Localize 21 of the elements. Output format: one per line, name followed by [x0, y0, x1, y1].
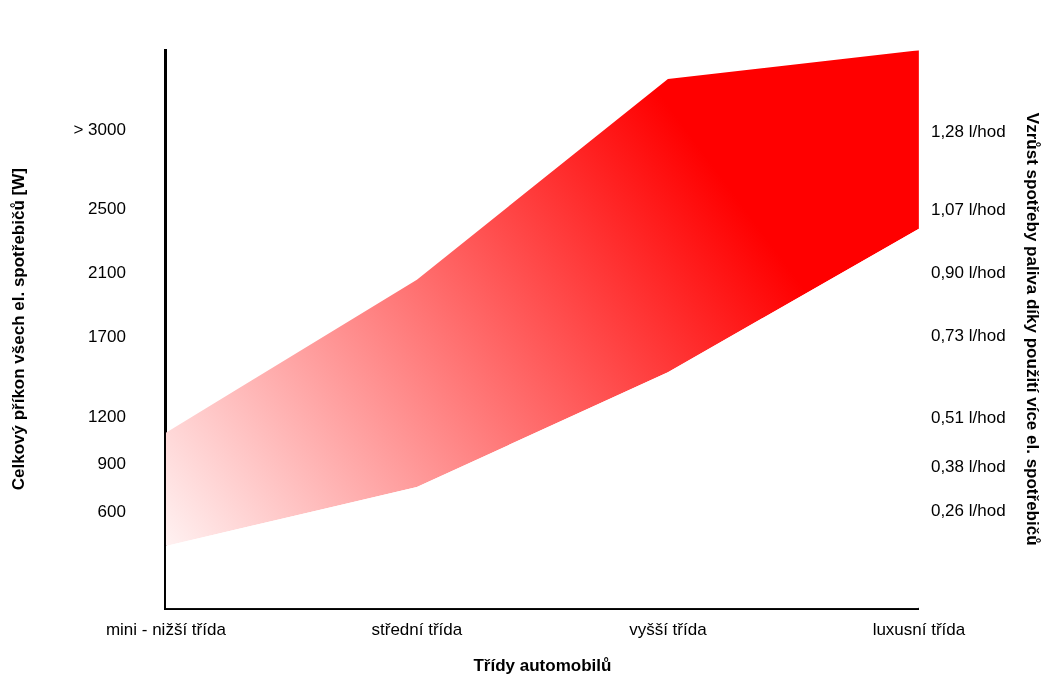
y2-tick-label: 1,28 l/hod [930, 121, 1006, 141]
x-axis-title: Třídy automobilů [473, 656, 612, 676]
y-tick-label: 900 [97, 454, 126, 474]
y2-tick-label: 0,26 l/hod [930, 501, 1006, 521]
x-tick-label: mini - nižší třída [105, 620, 227, 640]
x-tick-label: vyšší třída [629, 620, 708, 640]
y-tick-label: > 3000 [73, 119, 126, 139]
x-tick-label: střední třída [371, 620, 463, 640]
y2-tick-label: 1,07 l/hod [930, 199, 1006, 219]
y-tick-label: 2500 [88, 199, 126, 219]
y2-axis-title: Vzrůst spotřeby paliva díky použití více el. spotřebičů [1023, 112, 1043, 546]
y-tick-label: 1200 [88, 406, 126, 426]
y2-tick-label: 0,90 l/hod [930, 263, 1006, 283]
y2-tick-label: 0,38 l/hod [930, 456, 1006, 476]
y-axis-title: Celkový příkon všech el. spotřebičů [W] [8, 168, 28, 491]
y2-tick-label: 0,73 l/hod [930, 326, 1006, 346]
y-tick-label: 1700 [88, 326, 126, 346]
y-tick-label: 2100 [88, 263, 126, 283]
y-tick-label: 600 [97, 502, 126, 522]
x-tick-label: luxusní třída [872, 620, 966, 640]
y2-tick-label: 0,51 l/hod [930, 408, 1006, 428]
